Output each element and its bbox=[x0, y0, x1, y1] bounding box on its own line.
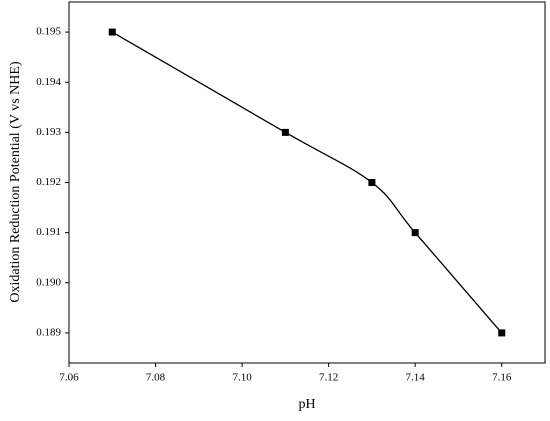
x-tick-label: 7.10 bbox=[232, 372, 252, 384]
y-tick-label: 0.192 bbox=[36, 176, 61, 188]
y-tick-label: 0.195 bbox=[36, 26, 61, 38]
y-axis-title: Oxidation Reduction Potential (V vs NHE) bbox=[8, 61, 23, 303]
y-tick-label: 0.193 bbox=[36, 126, 61, 138]
line bbox=[111, 31, 503, 334]
x-tick-label: 7.16 bbox=[492, 372, 512, 384]
x-tick-label: 7.14 bbox=[406, 372, 426, 384]
x-tick-label: 7.06 bbox=[59, 372, 79, 384]
plot-frame bbox=[68, 1, 546, 364]
marker bbox=[108, 28, 116, 36]
y-tick-label: 0.189 bbox=[36, 326, 61, 338]
y-tick-label: 0.191 bbox=[36, 226, 61, 238]
marker bbox=[411, 229, 419, 237]
x-tick-label: 7.08 bbox=[146, 372, 166, 384]
y-tick-label: 0.194 bbox=[36, 76, 61, 88]
marker bbox=[281, 128, 289, 136]
marker bbox=[498, 329, 506, 337]
x-axis-title: pH bbox=[298, 397, 315, 412]
y-tick-label: 0.190 bbox=[36, 276, 61, 288]
x-tick-label: 7.12 bbox=[319, 372, 338, 384]
marker bbox=[368, 179, 376, 186]
